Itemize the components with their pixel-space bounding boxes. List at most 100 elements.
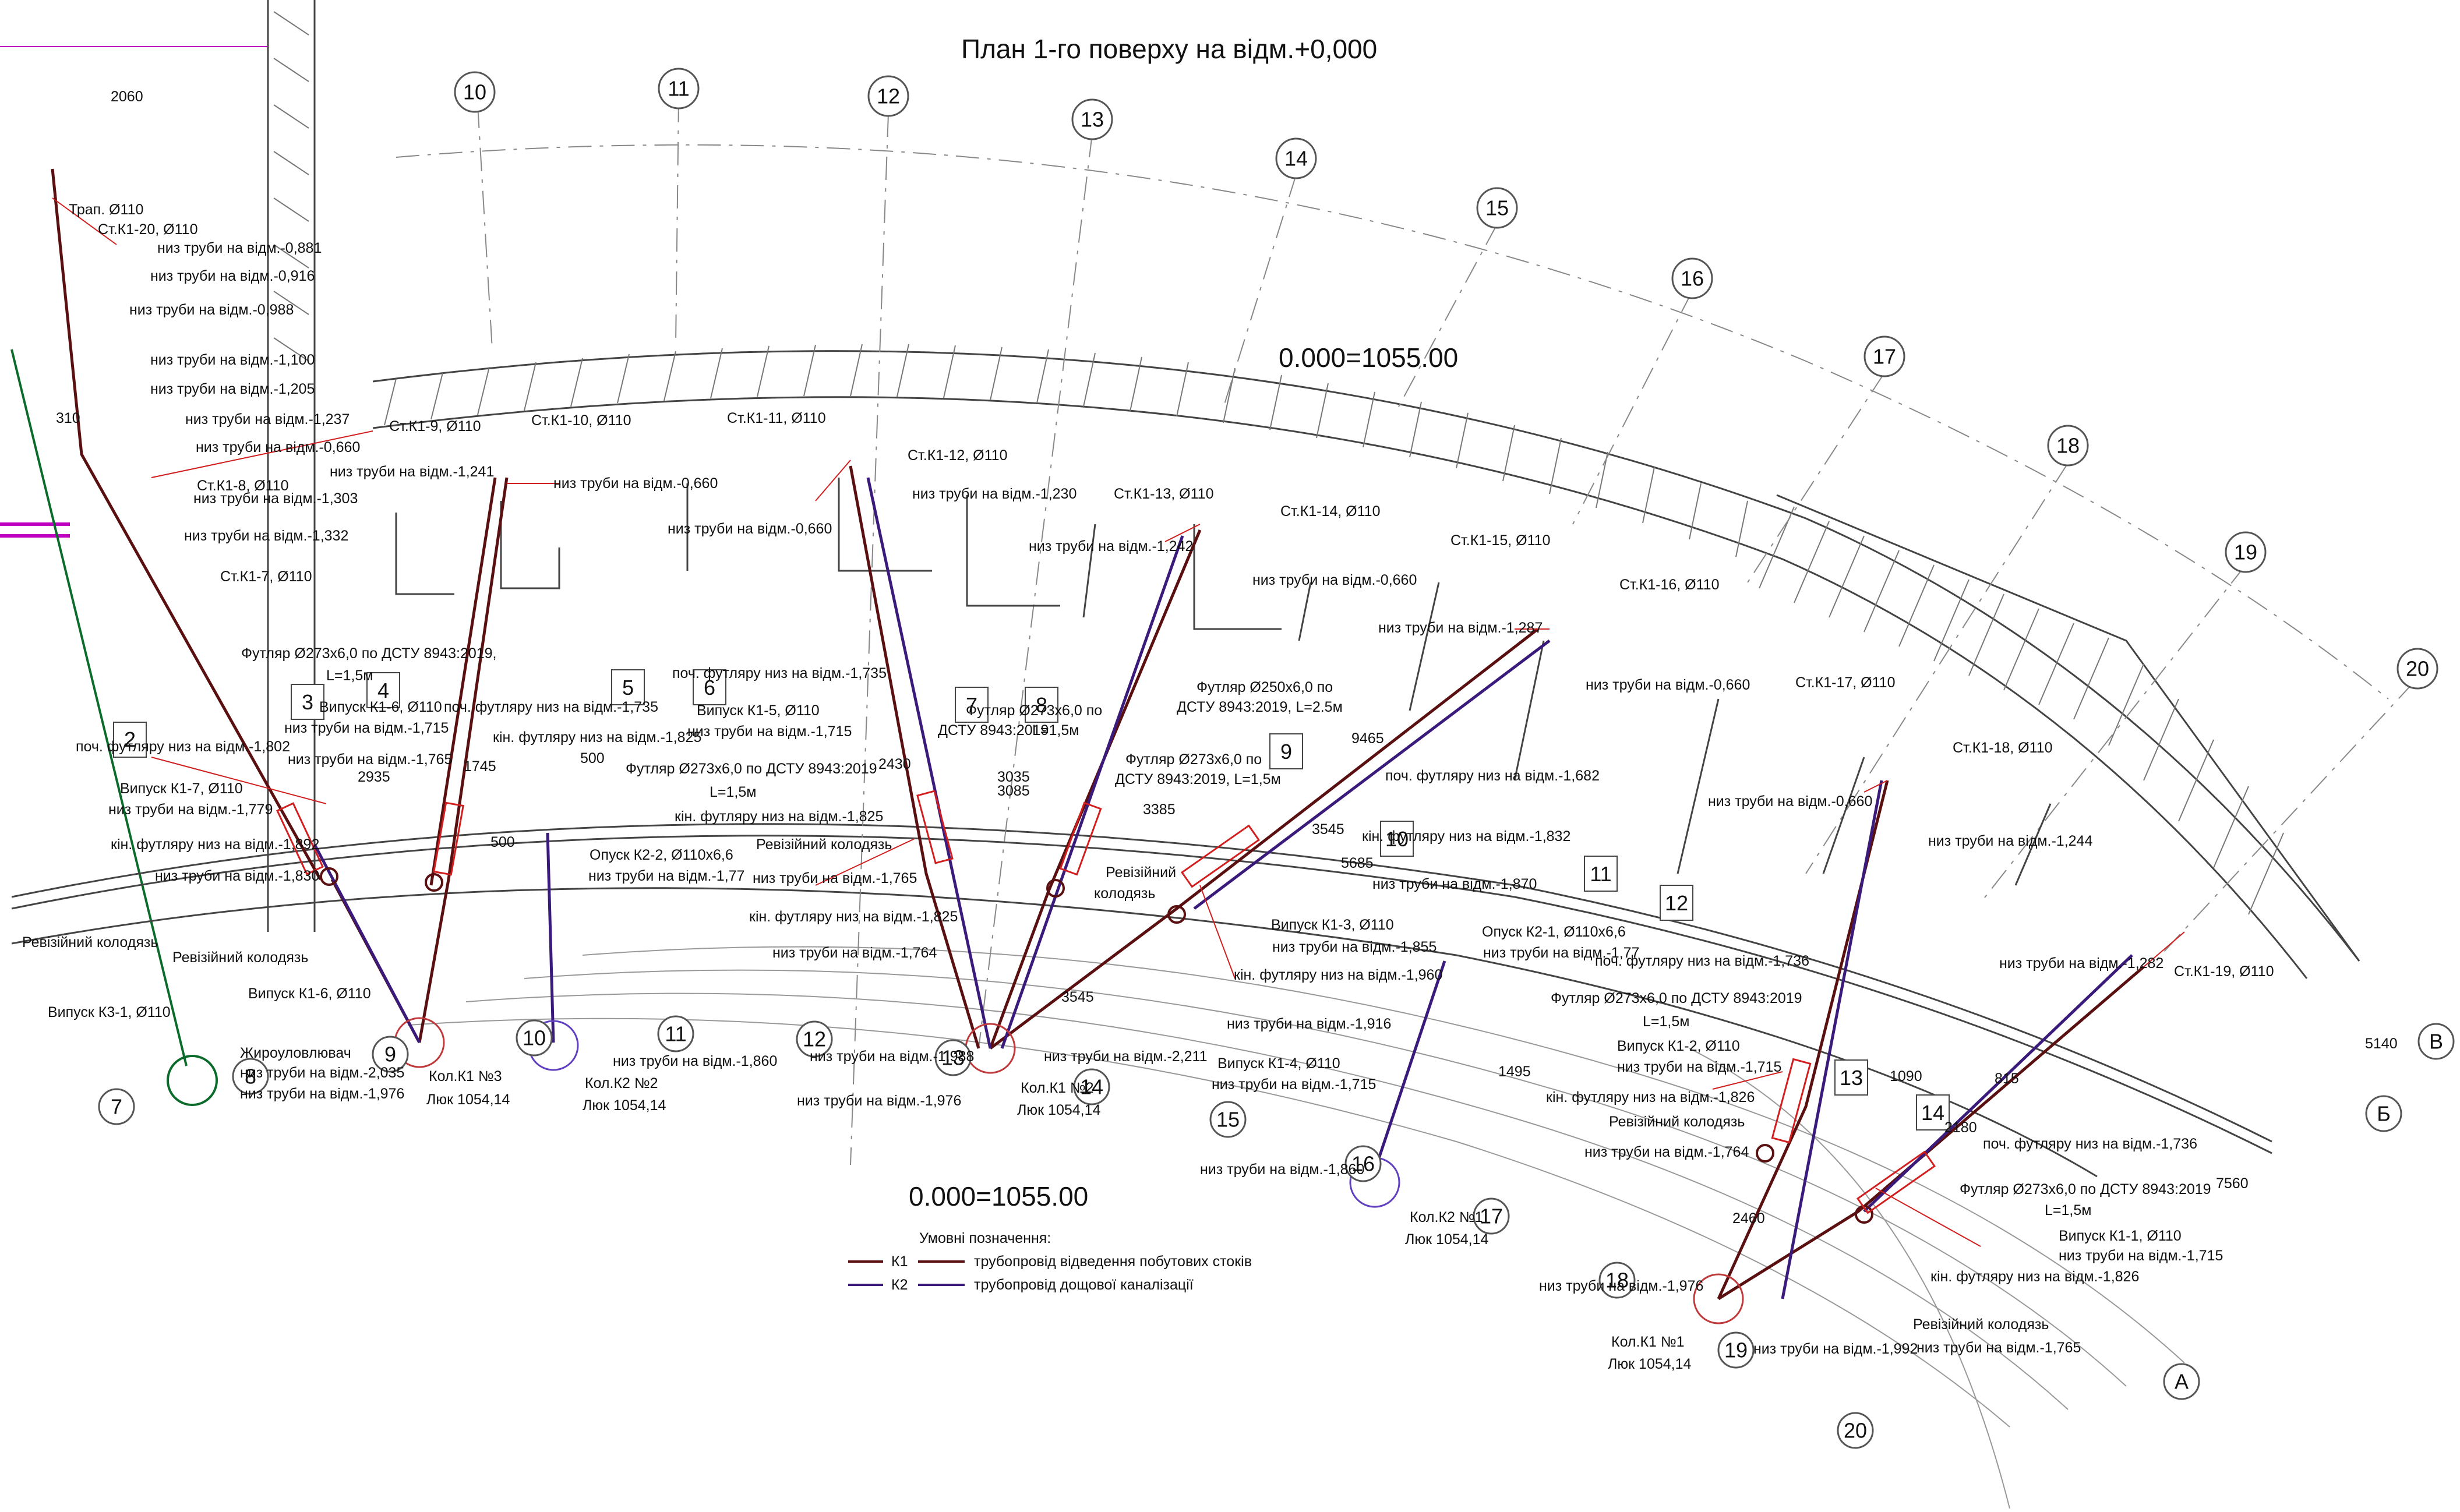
dimension-label: 1090 — [1890, 1068, 1922, 1084]
axis-bottom-circle — [516, 1019, 553, 1057]
axis-bottom-label: 8 — [245, 1065, 256, 1089]
legend-k2-desc: трубопровід дощової каналізації — [974, 1277, 1194, 1293]
riser-label: Ст.К1-11, Ø110 — [727, 410, 826, 426]
dimension-label: 815 — [1995, 1071, 2019, 1087]
axis-bottom-circle — [1717, 1331, 1755, 1369]
dimension-label: 3035 — [997, 769, 1030, 785]
outlet-label: Випуск К1-6, Ø110 — [319, 699, 442, 715]
riser-label: Ст.К1-12, Ø110 — [908, 447, 1007, 464]
sleeve-label: L=1,5м — [326, 667, 373, 684]
axis-letter-circle — [2365, 1095, 2402, 1132]
room-number: 4 — [377, 679, 389, 702]
pipe-bottom-label: низ труби на відм.-1,241 — [330, 464, 494, 480]
axis-top-label: 17 — [1873, 345, 1896, 369]
axis-bottom-circle — [1598, 1262, 1636, 1299]
sleeve-end-label: кін. футляру низ на відм.-1,826 — [1930, 1269, 2139, 1285]
axis-bottom-label: 10 — [523, 1026, 546, 1050]
well-hatch: Люк 1054,14 — [1405, 1231, 1489, 1248]
sleeve-end-label: кін. футляру низ на відм.-1,960 — [1234, 967, 1442, 983]
pipe-bottom-label: низ труби на відм.-1,765 — [288, 751, 452, 768]
legend-k2-code: К2 — [891, 1277, 908, 1293]
pipe-bottom-label: низ труби на відм.-1,976 — [1539, 1278, 1703, 1294]
inner-wall-curve — [11, 823, 2272, 1178]
axis-letter-circle — [2163, 1363, 2200, 1400]
well-hatch: Люк 1054,14 — [1608, 1356, 1692, 1372]
axis-bottom-circle — [796, 1020, 833, 1058]
sleeve-start-label: поч. футляру низ на відм.-1,736 — [1595, 953, 1809, 969]
legend-k1-code: К1 — [891, 1253, 908, 1270]
grease-trap — [167, 1055, 218, 1106]
axis-bottom-label: 13 — [941, 1046, 965, 1070]
room-partitions — [395, 478, 2052, 886]
riser-label: Ст.К1-9, Ø110 — [389, 418, 481, 434]
pipe-bottom-label: низ труби на відм.-1,332 — [184, 528, 348, 544]
sleeve-label: L=1,5м — [710, 784, 756, 800]
axis-bottom-label: 16 — [1351, 1152, 1375, 1176]
sleeve-label: Футляр Ø273х6,0 по ДСТУ 8943:2019 — [1960, 1181, 2211, 1197]
axis-top-circle — [2397, 648, 2438, 690]
riser-label: Ст.К1-7, Ø110 — [220, 568, 312, 585]
room-number: 9 — [1280, 740, 1292, 764]
pipe-bottom-label: низ труби на відм.-1,715 — [284, 720, 449, 736]
axis-bottom-circle — [1344, 1145, 1382, 1182]
sleeve-label: ДСТУ 8943:2019, L=1,5м — [1115, 771, 1281, 787]
pipe-bottom-label: низ труби на відм.-1,992 — [1753, 1341, 1918, 1357]
axis-top-label: 12 — [877, 84, 900, 108]
sleeve-label: ДСТУ 8943:2019, L=2.5м — [1177, 699, 1343, 715]
pipe-bottom-label: низ труби на відм.-1,715 — [1617, 1059, 1781, 1075]
dimension-label: 500 — [580, 750, 605, 766]
room-number: 13 — [1840, 1066, 1863, 1090]
sleeve-2 — [433, 801, 464, 876]
sleeve-label: Футляр Ø273х6,0 по — [966, 702, 1102, 719]
pipe-bottom-label: низ труби на відм.-1,976 — [240, 1086, 404, 1102]
riser-label: Ст.К1-8, Ø110 — [197, 478, 289, 494]
room-number: 7 — [966, 693, 977, 717]
inspection-well-label: Ревізійний колодязь — [756, 836, 892, 853]
axis-bottom-circle — [934, 1039, 972, 1076]
sleeve-5 — [1180, 824, 1261, 888]
axis-bottom-label: 20 — [1844, 1419, 1867, 1443]
axis-letter-label: В — [2429, 1030, 2443, 1054]
axis-bottom-circle — [1073, 1068, 1110, 1105]
sleeve-label: Футляр Ø273х6,0 по — [1125, 751, 1262, 768]
well-hatch: Люк 1054,14 — [1017, 1102, 1101, 1118]
room-number: 3 — [302, 690, 313, 714]
room-number: 2 — [124, 727, 136, 751]
dimension-label: 2935 — [358, 769, 390, 785]
axis-bottom-label: 12 — [803, 1027, 826, 1051]
outlet-label: Випуск К1-3, Ø110 — [1271, 917, 1394, 933]
dimension-label: 2180 — [1944, 1119, 1977, 1136]
dimension-label: 9465 — [1351, 730, 1384, 747]
axis-top-label: 18 — [2056, 434, 2080, 458]
sleeve-label: L=1,5м — [1032, 722, 1079, 739]
pipe-bottom-label: низ труби на відм.-1,205 — [150, 381, 315, 397]
axis-top-label: 13 — [1081, 108, 1104, 132]
axis-top-label: 11 — [668, 77, 689, 101]
dimension-label: 7560 — [2216, 1175, 2249, 1192]
pipe-bottom-label: низ труби на відм.-1,244 — [1928, 833, 2092, 849]
outlet-label: Випуск К3-1, Ø110 — [48, 1004, 171, 1020]
pipe-bottom-label: низ труби на відм.-1,765 — [753, 870, 917, 886]
inspection-well-5 — [1756, 1144, 1774, 1163]
axis-top-circle — [2047, 425, 2089, 467]
outlet-label: Випуск К1-2, Ø110 — [1617, 1038, 1740, 1054]
dimension-label: 310 — [56, 410, 80, 426]
pipe-bottom-label: низ труби на відм.-1,765 — [1917, 1340, 2081, 1356]
pipe-bottom-label: низ труби на відм.-1,779 — [108, 801, 273, 818]
well-hatch: Люк 1054,14 — [583, 1097, 666, 1114]
k2-pipes — [313, 477, 2133, 1299]
sleeve-label: L=1,5м — [1643, 1013, 1689, 1030]
sleeve-end-label: кін. футляру низ на відм.-1,825 — [749, 909, 958, 925]
pipe-bottom-label: низ труби на відм.-0,660 — [1252, 572, 1417, 588]
inspection-well-2 — [425, 873, 443, 892]
legend: Умовні позначення: К1 трубопровід відвед… — [848, 1230, 1252, 1293]
room-number: 12 — [1665, 891, 1688, 915]
axis-top-circle — [1863, 335, 1905, 377]
pipe-bottom-label: низ труби на відм.-1,860 — [613, 1053, 777, 1069]
inspection-well-3 — [1046, 879, 1065, 898]
pipe-bottom-label: низ труби на відм.-1,303 — [193, 490, 358, 507]
elevation-note-bottom: 0.000=1055.00 — [909, 1181, 1088, 1211]
pipe-bottom-label: низ труби на відм.-2,035 — [240, 1065, 404, 1081]
pipe-bottom-label: низ труби на відм.-1,715 — [1212, 1076, 1376, 1093]
pipe-bottom-label: низ труби на відм.-1,77 — [588, 868, 744, 884]
